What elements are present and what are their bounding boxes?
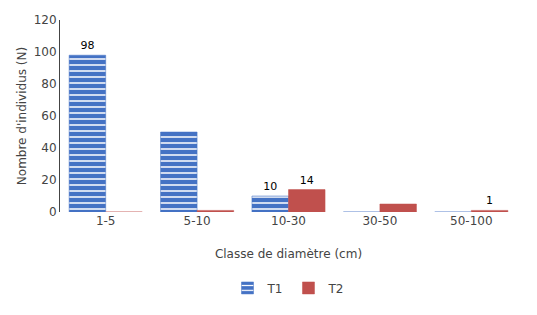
svg-text:80: 80: [41, 77, 56, 91]
svg-text:0: 0: [49, 205, 57, 219]
svg-text:10-30: 10-30: [271, 214, 306, 228]
svg-text:60: 60: [41, 109, 56, 123]
svg-text:20: 20: [41, 173, 56, 187]
svg-text:120: 120: [34, 13, 57, 27]
svg-text:T1: T1: [267, 282, 283, 296]
svg-text:40: 40: [41, 141, 56, 155]
svg-text:Nombre d'individus (N): Nombre d'individus (N): [15, 47, 29, 185]
svg-text:5-10: 5-10: [183, 214, 210, 228]
svg-text:10: 10: [263, 180, 277, 193]
svg-text:30-50: 30-50: [362, 214, 397, 228]
svg-text:100: 100: [34, 45, 57, 59]
svg-text:98: 98: [80, 39, 94, 52]
svg-text:1: 1: [486, 194, 493, 207]
svg-text:50-100: 50-100: [450, 214, 493, 228]
svg-text:T2: T2: [327, 282, 343, 296]
svg-text:1-5: 1-5: [96, 214, 116, 228]
svg-text:14: 14: [300, 174, 314, 187]
svg-text:Classe de diamètre (cm): Classe de diamètre (cm): [215, 247, 362, 261]
